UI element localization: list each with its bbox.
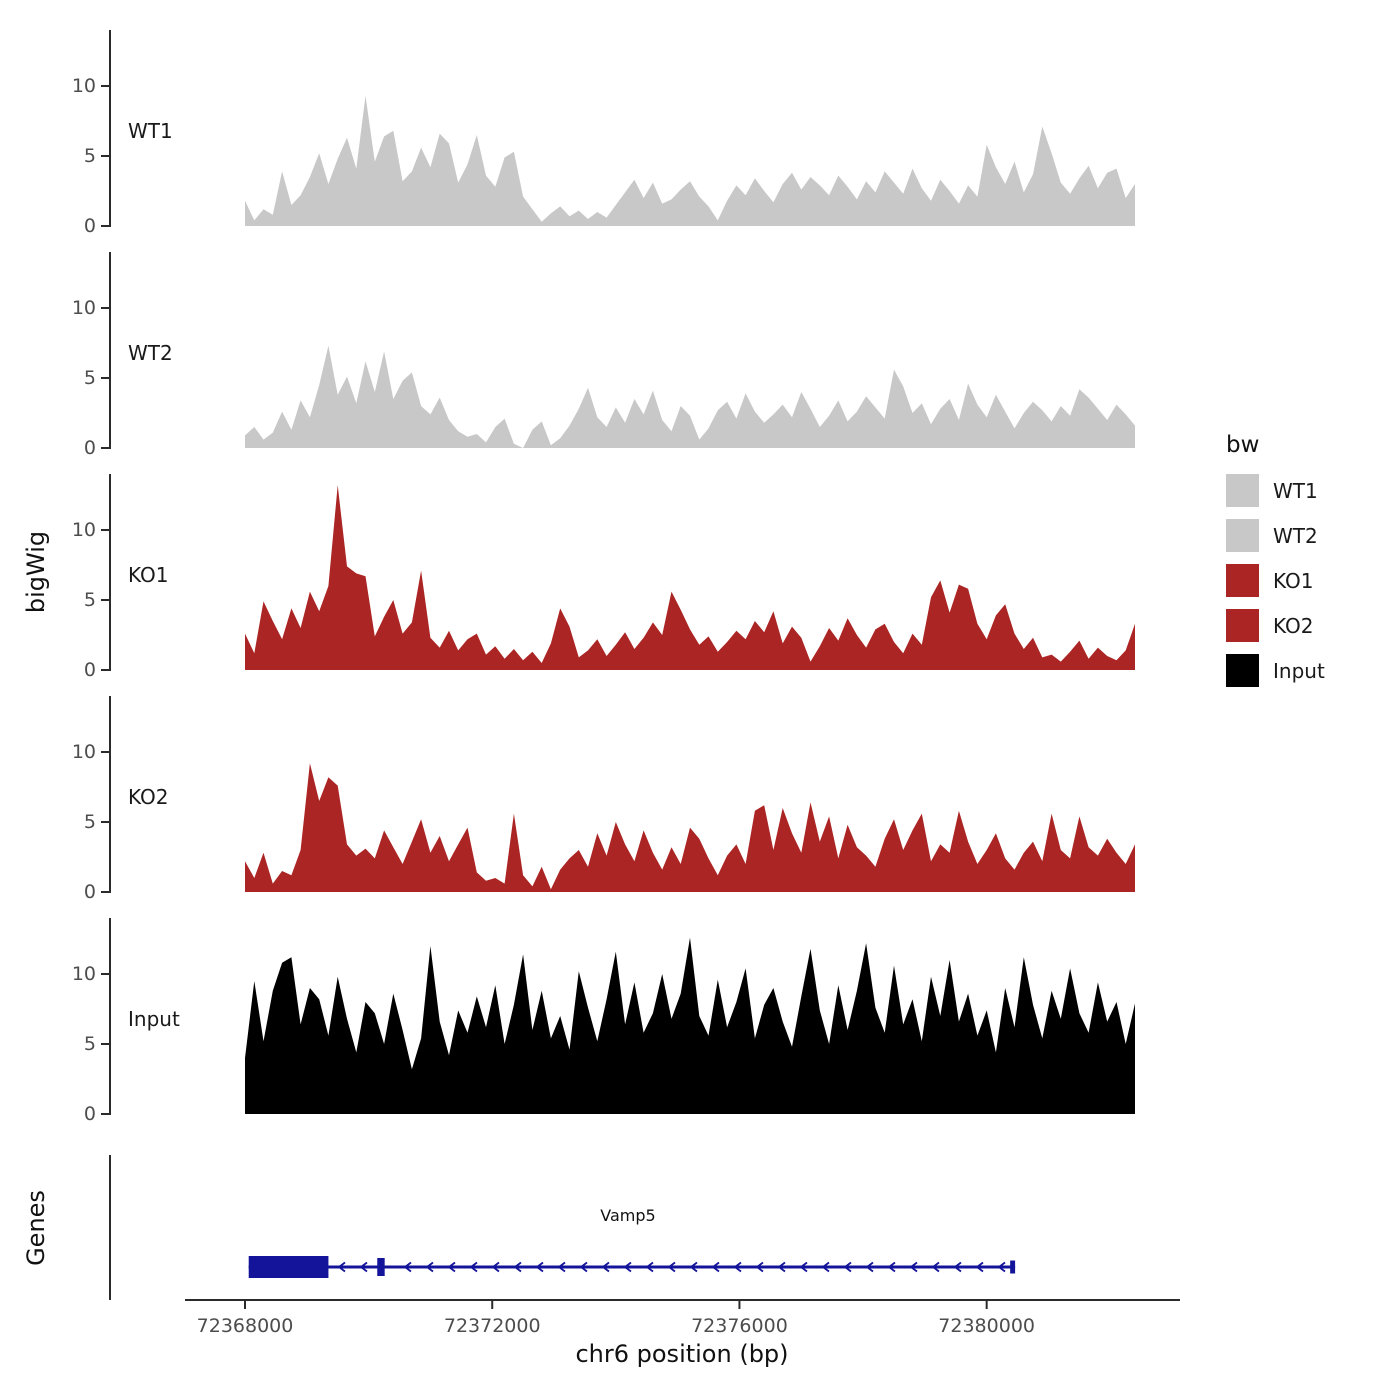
- gene-strand-arrow-left: [975, 1261, 984, 1273]
- track-area-KO1: [245, 485, 1135, 670]
- track-label-WT1: WT1: [128, 119, 173, 143]
- gene-strand-arrow-left: [403, 1261, 412, 1273]
- x-tick-label-72368000: 72368000: [196, 1315, 294, 1337]
- track-label-WT2: WT2: [128, 341, 173, 365]
- legend-key-swatch-KO2: [1226, 609, 1259, 642]
- y-tick-label-KO2-0: 0: [83, 881, 96, 903]
- legend-title: bw: [1226, 432, 1260, 458]
- track-label-Input: Input: [128, 1007, 180, 1031]
- gene-strand-arrow-left: [645, 1261, 654, 1273]
- legend-label-WT2: WT2: [1273, 523, 1318, 548]
- track-area-KO2: [245, 763, 1135, 892]
- gene-strand-arrow-left: [909, 1261, 918, 1273]
- y-tick-label-KO2-5: 5: [83, 811, 96, 833]
- gene-strand-arrow-left: [469, 1261, 478, 1273]
- gene-strand-arrow-left: [799, 1261, 808, 1273]
- legend-items: WT1 WT2 KO1 KO2 Input: [1226, 474, 1325, 687]
- track-label-KO1: KO1: [128, 563, 169, 587]
- gene-strand-arrow-left: [447, 1261, 456, 1273]
- y-axis-title-bigwig: bigWig: [22, 530, 50, 614]
- track-label-KO2: KO2: [128, 785, 169, 809]
- legend: bw WT1 WT2 KO1 KO2 Input: [1226, 432, 1325, 699]
- track-area-WT2: [245, 345, 1135, 448]
- legend-item-Input: Input: [1226, 654, 1325, 687]
- gene-strand-arrow-left: [623, 1261, 632, 1273]
- track-area-Input: [245, 937, 1135, 1114]
- gene-exon-3: [1010, 1260, 1016, 1274]
- gene-strand-arrow-left: [931, 1261, 940, 1273]
- x-tick-label-72372000: 72372000: [443, 1315, 541, 1337]
- y-tick-label-Input-5: 5: [83, 1033, 96, 1055]
- legend-item-WT1: WT1: [1226, 474, 1325, 507]
- y-tick-label-Input-0: 0: [83, 1103, 96, 1125]
- y-tick-label-KO1-0: 0: [83, 659, 96, 681]
- gene-strand-arrow-left: [953, 1261, 962, 1273]
- legend-key-swatch-WT2: [1226, 519, 1259, 552]
- x-tick-label-72376000: 72376000: [691, 1315, 788, 1337]
- gene-strand-arrow-left: [557, 1261, 566, 1273]
- x-axis-title: chr6 position (bp): [575, 1340, 789, 1368]
- y-tick-label-WT2-5: 5: [83, 367, 96, 389]
- legend-key-swatch-WT1: [1226, 474, 1259, 507]
- y-tick-label-WT1-5: 5: [83, 145, 96, 167]
- y-tick-label-WT2-10: 10: [71, 297, 96, 319]
- legend-item-KO2: KO2: [1226, 609, 1325, 642]
- legend-label-WT1: WT1: [1273, 478, 1318, 503]
- legend-item-WT2: WT2: [1226, 519, 1325, 552]
- gene-strand-arrow-left: [601, 1261, 610, 1273]
- y-tick-label-KO1-5: 5: [83, 589, 96, 611]
- y-tick-label-Input-10: 10: [71, 963, 96, 985]
- y-tick-label-WT1-10: 10: [71, 75, 96, 97]
- gene-strand-arrow-left: [777, 1261, 786, 1273]
- x-tick-label-72380000: 72380000: [938, 1315, 1036, 1337]
- gene-strand-arrow-left: [491, 1261, 500, 1273]
- gene-strand-arrow-left: [887, 1261, 896, 1273]
- gene-strand-arrow-left: [711, 1261, 720, 1273]
- y-tick-label-WT1-0: 0: [83, 215, 96, 237]
- legend-item-KO1: KO1: [1226, 564, 1325, 597]
- gene-strand-arrow-left: [513, 1261, 522, 1273]
- y-tick-label-WT2-0: 0: [83, 437, 96, 459]
- track-area-WT1: [245, 95, 1135, 226]
- legend-label-Input: Input: [1273, 658, 1325, 683]
- gene-exon-2: [377, 1258, 385, 1276]
- gene-strand-arrow-left: [843, 1261, 852, 1273]
- y-tick-label-KO2-10: 10: [71, 741, 96, 763]
- gene-strand-arrow-left: [821, 1261, 830, 1273]
- gene-strand-arrow-left: [359, 1261, 368, 1273]
- gene-strand-arrow-left: [579, 1261, 588, 1273]
- gene-exon-1: [248, 1256, 329, 1278]
- gene-strand-arrow-left: [535, 1261, 544, 1273]
- legend-key-swatch-KO1: [1226, 564, 1259, 597]
- gene-strand-arrow-left: [755, 1261, 764, 1273]
- y-tick-label-KO1-10: 10: [71, 519, 96, 541]
- gene-strand-arrow-left: [997, 1261, 1006, 1273]
- gene-strand-arrow-left: [425, 1261, 434, 1273]
- legend-label-KO1: KO1: [1273, 568, 1314, 593]
- gene-strand-arrow-left: [865, 1261, 874, 1273]
- y-axis-title-genes: Genes: [22, 1190, 50, 1266]
- gene-name-label: Vamp5: [600, 1206, 656, 1225]
- gene-strand-arrow-left: [689, 1261, 698, 1273]
- legend-label-KO2: KO2: [1273, 613, 1314, 638]
- gene-strand-arrow-left: [733, 1261, 742, 1273]
- gene-strand-arrow-left: [667, 1261, 676, 1273]
- legend-key-swatch-Input: [1226, 654, 1259, 687]
- gene-strand-arrow-left: [337, 1261, 346, 1273]
